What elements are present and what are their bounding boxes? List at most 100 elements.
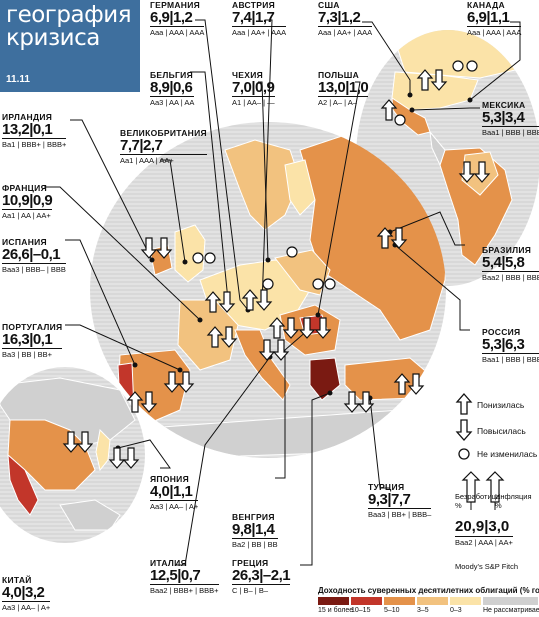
country-name: ТУРЦИЯ [368,482,405,492]
country-values: 6,9|1,2 [150,9,193,26]
country-ratings: Ba3 | BB | BB+ [2,348,63,359]
circle-icon [458,448,470,460]
unchanged-circle-icon [394,114,406,126]
country-values: 5,4|5,8 [482,254,525,271]
scale-swatch [318,597,349,605]
unchanged-circle-icon [452,60,464,72]
arrow-down-icon [140,391,158,413]
scale-label: Не рассматривается [483,607,539,614]
country-ratings: Aaa | AAA | AAA [150,26,205,37]
country-name: МЕКСИКА [482,100,526,110]
scale-label: 5–10 [384,607,400,614]
country-name: США [318,0,340,10]
country-ratings: Aa1 | AAA | AA+ [120,154,207,165]
country-label-brazil: БРАЗИЛИЯ 5,4|5,8 Baa2 | BBB | BBB [482,245,539,282]
country-values: 7,7|2,7 [120,137,163,154]
arrow-down-icon [220,326,238,348]
country-values: 26,6|–0,1 [2,246,61,263]
asia-globe [0,367,145,543]
legend-example-arrows [461,471,505,510]
arrow-down-icon [390,227,408,249]
arrow-down-icon [357,391,375,413]
country-name: ВЕНГРИЯ [232,512,275,522]
legend-same-label: Не изменилась [477,449,538,459]
arrow-down-icon [282,317,300,339]
country-ratings: Baa1 | BBB | BBB [482,353,539,364]
arrow-up-icon [416,69,434,91]
country-ratings: A1 | AA– | — [232,96,275,107]
scale-caption: Доходность суверенных десятилетних облиг… [318,586,539,595]
country-name: КАНАДА [467,0,505,10]
country-values: 13,0|1,0 [318,79,369,96]
arrow-up-icon [241,289,259,311]
arrow-down-icon [272,339,290,361]
arrow-down-icon [62,431,80,453]
country-name: ИТАЛИЯ [150,558,187,568]
arrow-down-icon [163,371,181,393]
arrow-up-icon [204,291,222,313]
arrow-up-icon [206,326,224,348]
legend-col2-label: Инфляция % [495,492,532,510]
country-name: ЧЕХИЯ [232,70,264,80]
country-values: 7,0|0,9 [232,79,275,96]
country-ratings: Aa3 | AA | AA [150,96,195,107]
country-ratings: Aa3 | AA– | A+ [150,500,199,511]
country-values: 7,3|1,2 [318,9,361,26]
country-label-russia: РОССИЯ 5,3|6,3 Baa1 | BBB | BBB [482,327,539,364]
arrow-up-icon [455,393,473,415]
arrow-up-icon [380,99,398,121]
scale-swatch [351,597,382,605]
country-values: 13,2|0,1 [2,121,53,138]
country-ratings: Aaa | AAA | AAA [467,26,522,37]
unchanged-circle-icon [204,252,216,264]
arrow-up-icon [268,317,286,339]
arrow-up-icon [393,373,411,395]
country-name: БЕЛЬГИЯ [150,70,193,80]
country-values: 9,3|7,7 [368,491,411,508]
country-label-hungary: ВЕНГРИЯ 9,8|1,4 Ba2 | BB | BB [232,512,278,549]
unchanged-circle-icon [312,278,324,290]
country-values: 26,3|–2,1 [232,567,291,584]
scale-swatch [417,597,448,605]
title-box: география кризиса 11.11 [0,0,140,92]
arrow-down-icon [155,237,173,259]
date-label: 11.11 [6,74,30,85]
country-ratings: Ba2 | BB | BB [232,538,278,549]
legend-agencies: Moody's S&P Fitch [455,562,518,571]
country-ratings: A2 | A– | A– [318,96,369,107]
legend-example-ratings: Baa2 | AAA | AA+ [455,536,513,547]
country-name: ВЕЛИКОБРИТАНИЯ [120,128,207,138]
legend-symbols [455,393,473,460]
country-ratings: Aa1 | AA | AA+ [2,209,53,220]
country-name: ПОРТУГАЛИЯ [2,322,63,332]
scale-label: 0–3 [450,607,462,614]
title-line-1: география [6,2,132,28]
country-label-greece: ГРЕЦИЯ 26,3|–2,1 C | B– | B– [232,558,291,595]
arrow-down-icon [455,419,473,441]
country-label-poland: ПОЛЬША 13,0|1,0 A2 | A– | A– [318,70,369,107]
country-name: ИСПАНИЯ [2,237,47,247]
arrow-up-icon [126,391,144,413]
country-ratings: Baa1 | BBB | BBB+ [482,126,539,137]
country-values: 16,3|0,1 [2,331,53,348]
country-label-france: ФРАНЦИЯ 10,9|0,9 Aa1 | AA | AA+ [2,183,53,220]
country-label-portugal: ПОРТУГАЛИЯ 16,3|0,1 Ba3 | BB | BB+ [2,322,63,359]
country-ratings: Baa3 | BB+ | BBB– [368,508,432,519]
arrow-up-icon [376,227,394,249]
country-label-italy: ИТАЛИЯ 12,5|0,7 Baa2 | BBB+ | BBB+ [150,558,219,595]
country-label-canada: КАНАДА 6,9|1,1 Aaa | AAA | AAA [467,0,522,37]
country-name: ПОЛЬША [318,70,360,80]
color-scale: Доходность суверенных десятилетних облиг… [318,586,539,614]
arrow-down-icon [108,447,126,469]
country-label-mexico: МЕКСИКА 5,3|3,4 Baa1 | BBB | BBB+ [482,100,539,137]
country-ratings: Baa3 | BBB– | BBB [2,263,66,274]
scale-swatch [450,597,481,605]
country-ratings: Aaa | AA+ | AAA [318,26,373,37]
unchanged-circle-icon [466,60,478,72]
country-name: АВСТРИЯ [232,0,276,10]
country-label-ireland: ИРЛАНДИЯ 13,2|0,1 Ba1 | BBB+ | BBB+ [2,112,67,149]
country-ratings: Aa3 | AA– | A+ [2,601,51,612]
country-values: 9,8|1,4 [232,521,275,538]
arrow-down-icon [258,339,276,361]
